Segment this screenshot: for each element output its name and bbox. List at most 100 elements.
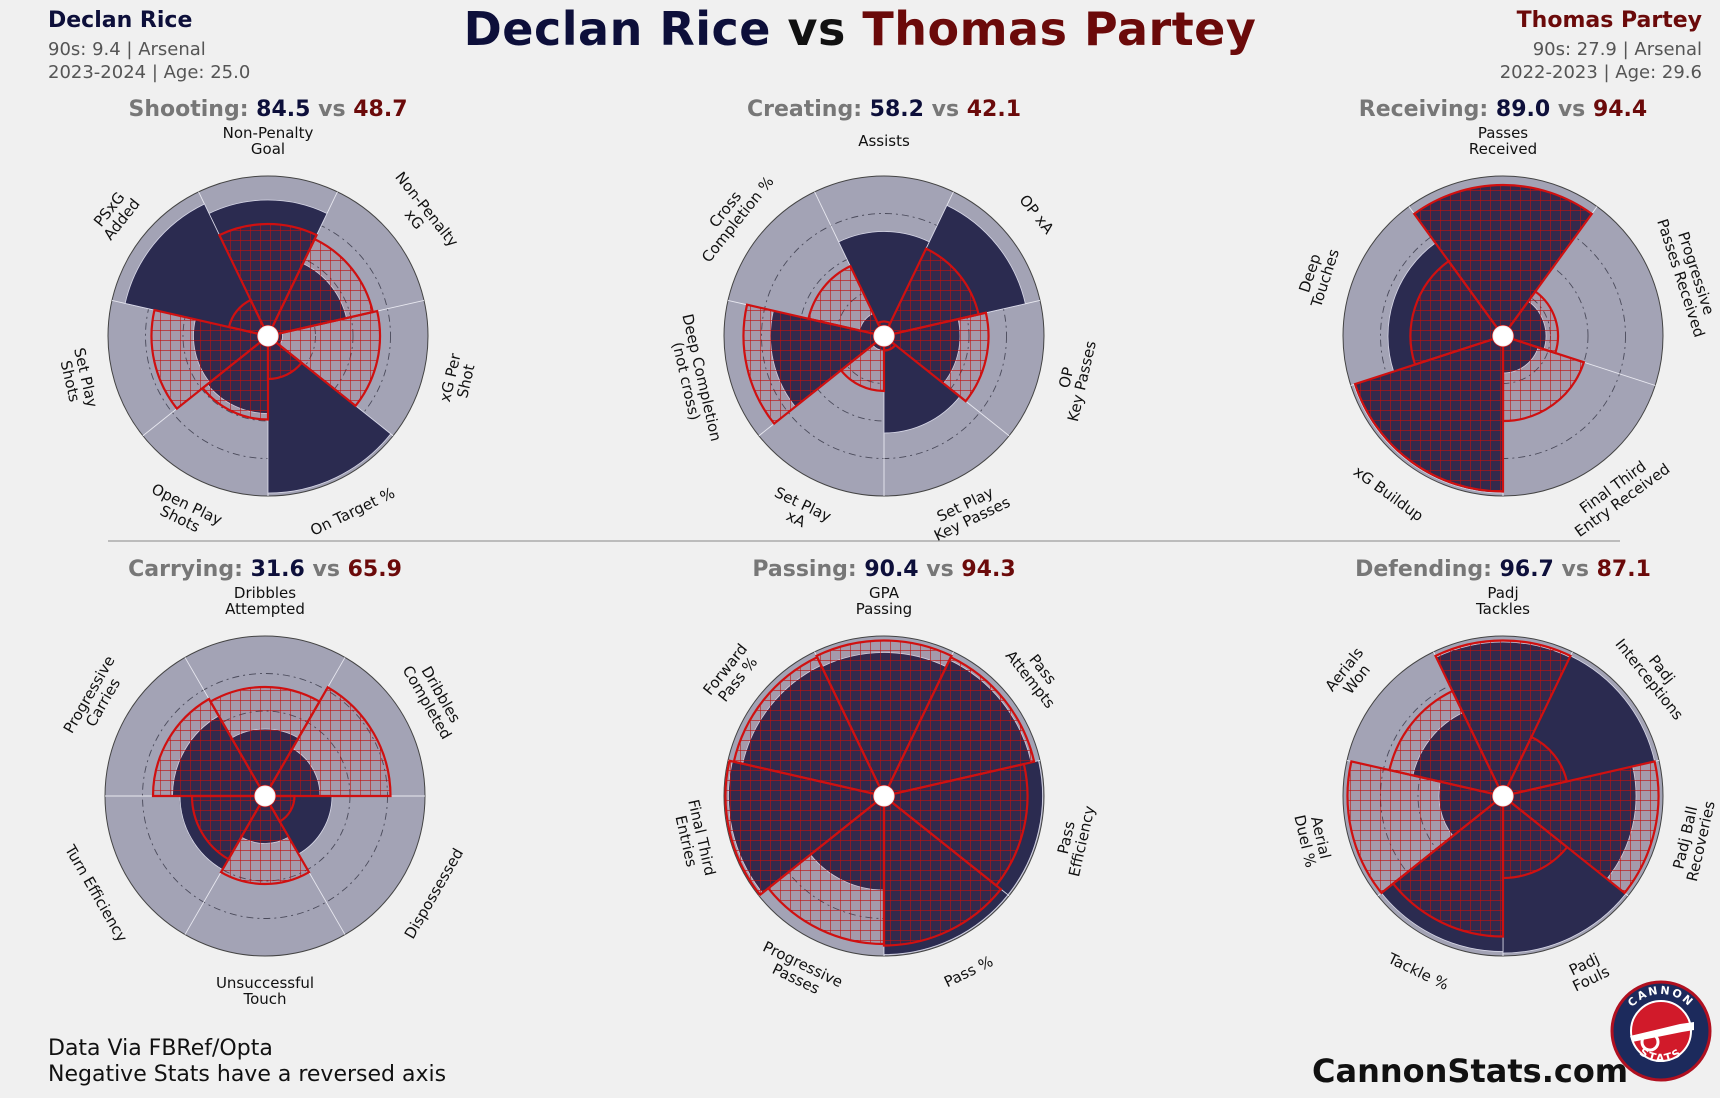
title-player-a: Declan Rice	[463, 2, 771, 56]
axis-label: Set PlayKey Passes	[924, 478, 1013, 544]
axis-label-line: Dribbles	[234, 584, 296, 602]
axis-label-line: Pass %	[941, 952, 996, 991]
axis-label: OPKey Passes	[1048, 335, 1100, 423]
axis-label-line: Passing	[856, 600, 912, 618]
axis-label: Unsuccessful Touch	[216, 974, 314, 1008]
axis-label-line: Passes	[1478, 124, 1528, 142]
score-a: 31.6	[251, 557, 305, 582]
axis-label: DeepTouches	[1292, 242, 1343, 311]
axis-label: On Target %	[307, 484, 397, 540]
axis-label: Final ThirdEntries	[669, 798, 719, 881]
axis-label: ProgressivePasses Received	[1653, 212, 1720, 340]
score-b: 94.4	[1593, 97, 1647, 122]
center-hole	[257, 325, 279, 347]
title-player-b: Thomas Partey	[862, 2, 1257, 56]
axis-label: Non-Penalty Goal	[223, 124, 314, 158]
axis-label: Open PlayShots	[142, 480, 225, 544]
chart-category: Passing:	[752, 557, 864, 582]
center-hole	[1492, 325, 1514, 347]
page-title: Declan Rice vs Thomas Partey	[0, 2, 1720, 56]
player-b-name: Thomas Partey	[1516, 8, 1702, 33]
axis-label-line: GPA	[869, 584, 900, 602]
axis-label: PassEfficiency	[1049, 800, 1098, 878]
player-a-minutes: 90s: 9.4 | Arsenal	[48, 39, 206, 60]
chart-title: Carrying: 31.6 vs 65.9	[128, 557, 402, 582]
score-a: 90.4	[864, 557, 918, 582]
axis-label-line: xG Buildup	[1350, 462, 1427, 525]
axis-label: Deep Completion(not cross)	[663, 312, 725, 447]
score-sep: vs	[924, 97, 967, 122]
axis-label-line: Tackles	[1475, 600, 1530, 618]
axis-label: Set PlayShots	[55, 346, 102, 413]
axis-label-line: OP xA	[1015, 191, 1057, 238]
player-a-meta: 90s: 9.4 | Arsenal 2023-2024 | Age: 25.0	[48, 38, 250, 84]
score-a: 58.2	[870, 97, 924, 122]
axis-label: PadjFouls	[1563, 948, 1613, 996]
player-b-minutes: 90s: 27.9 | Arsenal	[1532, 39, 1702, 60]
center-hole	[873, 785, 895, 807]
axis-label: GPA Passing	[856, 584, 912, 618]
radar-chart-creating: Creating: 58.2 vs 42.1 Assists OP xA OPKey …	[663, 97, 1100, 545]
axis-label: Pass %	[941, 952, 996, 991]
axis-label: PSxGAdded	[87, 185, 143, 244]
cannon-stats-logo: CANNON STATS	[1610, 980, 1712, 1082]
score-b: 65.9	[348, 557, 402, 582]
score-a: 84.5	[256, 97, 310, 122]
axis-label: xG PerShot	[436, 351, 480, 407]
chart-title: Creating: 58.2 vs 42.1	[747, 97, 1021, 122]
axis-label: Assists	[858, 132, 910, 150]
score-sep: vs	[1554, 557, 1597, 582]
site-link[interactable]: CannonStats.com	[1312, 1052, 1629, 1090]
center-hole	[254, 785, 276, 807]
radar-chart-receiving: Receiving: 89.0 vs 94.4 Passes Received Pro…	[1292, 97, 1720, 541]
axis-label: Padj BallRecoveries	[1667, 796, 1718, 884]
footer-notes: Data Via FBRef/Opta Negative Stats have …	[48, 1036, 446, 1088]
score-b: 48.7	[353, 97, 407, 122]
score-a: 89.0	[1496, 97, 1550, 122]
player-a-name: Declan Rice	[48, 8, 193, 33]
title-vs: vs	[787, 2, 846, 56]
center-hole	[873, 325, 895, 347]
axis-label-line: Non-Penalty	[223, 124, 314, 142]
axis-label-line: Tackle %	[1384, 949, 1451, 994]
axis-label-line: Touch	[242, 990, 286, 1008]
score-a: 96.7	[1500, 557, 1554, 582]
axis-label-line: Attempted	[225, 600, 305, 618]
score-sep: vs	[310, 97, 353, 122]
player-b-meta: 90s: 27.9 | Arsenal 2022-2023 | Age: 29.…	[1500, 38, 1702, 84]
score-b: 87.1	[1597, 557, 1651, 582]
chart-title: Defending: 96.7 vs 87.1	[1355, 557, 1651, 582]
axis-label: Passes Received	[1469, 124, 1537, 158]
axis-label-line: Received	[1469, 140, 1537, 158]
axis-label: Set PlayxA	[765, 483, 835, 540]
axis-label: AerialDuel %	[1290, 810, 1335, 870]
axis-label-line: Assists	[858, 132, 910, 150]
axis-label-line: OP	[1055, 365, 1077, 389]
score-sep: vs	[1550, 97, 1593, 122]
axis-label: ProgressivePasses	[753, 938, 846, 1006]
chart-category: Defending:	[1355, 557, 1500, 582]
score-sep: vs	[919, 557, 962, 582]
score-b: 42.1	[967, 97, 1021, 122]
axis-label: Tackle %	[1384, 949, 1451, 994]
axis-label-line: Non-Penalty	[391, 168, 462, 250]
chart-category: Shooting:	[129, 97, 257, 122]
score-b: 94.3	[961, 557, 1015, 582]
axis-label: AerialsWon	[1321, 644, 1379, 705]
axis-label-line: On Target %	[307, 484, 397, 540]
chart-category: Carrying:	[128, 557, 250, 582]
player-b-season: 2022-2023 | Age: 29.6	[1499, 62, 1702, 83]
reversed-axis-note: Negative Stats have a reversed axis	[48, 1062, 447, 1087]
chart-category: Receiving:	[1359, 97, 1496, 122]
chart-title: Shooting: 84.5 vs 48.7	[129, 97, 408, 122]
axis-label: xG Buildup	[1350, 462, 1427, 525]
axis-label-line: Padj	[1487, 584, 1518, 602]
player-a-season: 2023-2024 | Age: 25.0	[48, 62, 251, 83]
center-hole	[1492, 785, 1514, 807]
axis-label: Padj Tackles	[1475, 584, 1530, 618]
axis-label-line: Unsuccessful	[216, 974, 314, 992]
